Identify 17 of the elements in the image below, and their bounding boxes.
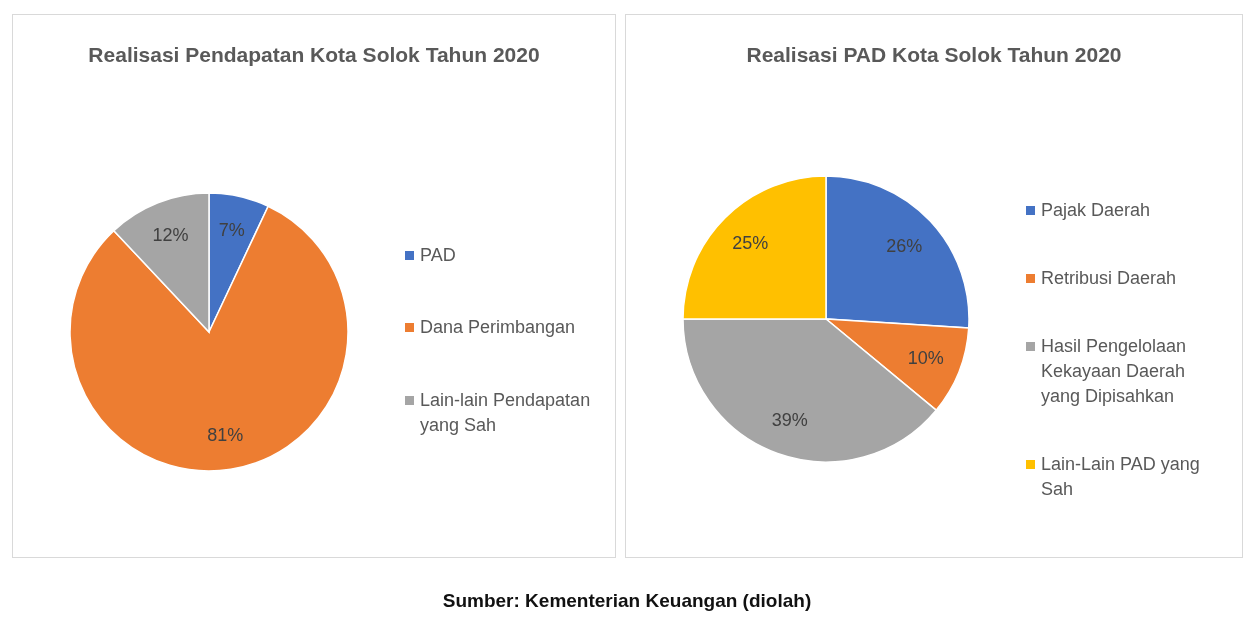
legend-label: Retribusi Daerah — [1041, 267, 1177, 290]
data-label: 7% — [218, 220, 245, 241]
data-label: 81% — [207, 424, 244, 445]
legend-label: Dana Perimbangan — [420, 316, 576, 339]
legend-label: Pajak Daerah — [1041, 199, 1151, 222]
chart-title: Realisasi PAD Kota Solok Tahun 2020 — [745, 42, 1123, 68]
data-label: 26% — [886, 235, 923, 256]
data-label: 25% — [732, 233, 769, 254]
data-label: 10% — [907, 348, 944, 369]
legend-label: PAD — [420, 243, 456, 267]
data-label: 39% — [771, 409, 808, 430]
text: Sumber: Kementerian Keuangan (diolah) — [441, 590, 813, 612]
legend-label: Hasil Pengelolaan Kekayaan Daerah yang Dipisahkan — [1041, 335, 1188, 408]
chart-title: Realisasi Pendapatan Kota Solok Tahun 2020 — [87, 42, 541, 68]
data-label: 12% — [152, 225, 189, 246]
legend-label: Lain-lain Pendapatan yang Sah — [420, 388, 592, 437]
legend-label: Lain-Lain PAD yang Sah — [1041, 453, 1201, 501]
